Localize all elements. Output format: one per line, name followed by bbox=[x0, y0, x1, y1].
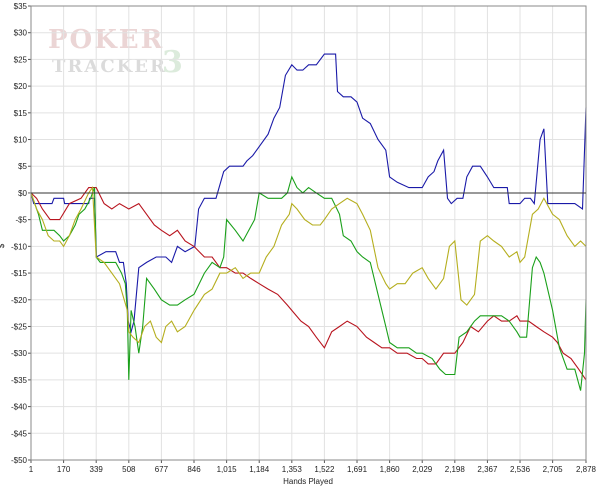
y-tick-label: -$45 bbox=[11, 429, 28, 438]
series-line-2 bbox=[30, 175, 587, 391]
plot-frame bbox=[30, 5, 587, 461]
x-tick-label: 677 bbox=[155, 465, 169, 474]
y-tick-label: -$5 bbox=[15, 216, 27, 225]
x-tick-label: 1,522 bbox=[314, 465, 335, 474]
x-tick-label: 2,878 bbox=[576, 465, 597, 474]
x-tick-label: 339 bbox=[90, 465, 104, 474]
x-tick-label: 1,691 bbox=[347, 465, 368, 474]
x-tick-label: 1,860 bbox=[380, 465, 401, 474]
y-tick-label: -$50 bbox=[11, 456, 28, 465]
axes bbox=[28, 5, 587, 463]
x-tick-label: 2,029 bbox=[412, 465, 433, 474]
y-tick-label: $20 bbox=[14, 82, 28, 91]
x-tick-label: 1 bbox=[29, 465, 34, 474]
y-tick-label: -$35 bbox=[11, 376, 28, 385]
x-tick-label: 2,705 bbox=[543, 465, 564, 474]
y-tick-label: $35 bbox=[14, 2, 28, 11]
y-tick-label: -$10 bbox=[11, 242, 28, 251]
x-tick-label: 1,015 bbox=[217, 465, 238, 474]
x-tick-label: 1,184 bbox=[249, 465, 270, 474]
series-line-1 bbox=[30, 187, 587, 381]
watermark-line1: POKER bbox=[48, 25, 164, 55]
x-tick-label: 2,367 bbox=[477, 465, 498, 474]
x-tick-label: 2,198 bbox=[445, 465, 466, 474]
y-tick-label: $5 bbox=[18, 162, 27, 171]
y-tick-label: -$40 bbox=[11, 403, 28, 412]
watermark-digit: 3 bbox=[162, 45, 185, 80]
poker-tracker-logo: POKER TRACKER 3 bbox=[48, 25, 185, 80]
series-line-3 bbox=[30, 186, 587, 344]
y-tick-label: $30 bbox=[14, 29, 28, 38]
y-tick-label: $10 bbox=[14, 136, 28, 145]
x-tick-label: 170 bbox=[57, 465, 71, 474]
watermark-line2: TRACKER bbox=[52, 56, 167, 77]
y-tick-label: $15 bbox=[14, 109, 28, 118]
y-tick-label: -$15 bbox=[11, 269, 28, 278]
x-axis-title: Hands Played bbox=[283, 477, 333, 486]
y-tick-label: $0 bbox=[18, 189, 27, 198]
y-tick-label: $25 bbox=[14, 55, 28, 64]
y-axis-title: $ bbox=[0, 243, 6, 248]
series-group bbox=[30, 53, 587, 391]
grid bbox=[30, 5, 587, 461]
y-tick-label: -$20 bbox=[11, 296, 28, 305]
y-tick-label: -$25 bbox=[11, 322, 28, 331]
x-tick-label: 508 bbox=[122, 465, 136, 474]
x-tick-label: 1,353 bbox=[282, 465, 303, 474]
tick-labels: $35 $30 $25 $20 $15 $10 $5 $0 -$5 -$10 -$15 -$20 -$2… bbox=[11, 2, 597, 474]
series-line-0 bbox=[30, 53, 587, 334]
x-tick-label: 846 bbox=[187, 465, 201, 474]
y-tick-label: -$30 bbox=[11, 349, 28, 358]
x-tick-label: 2,536 bbox=[510, 465, 531, 474]
